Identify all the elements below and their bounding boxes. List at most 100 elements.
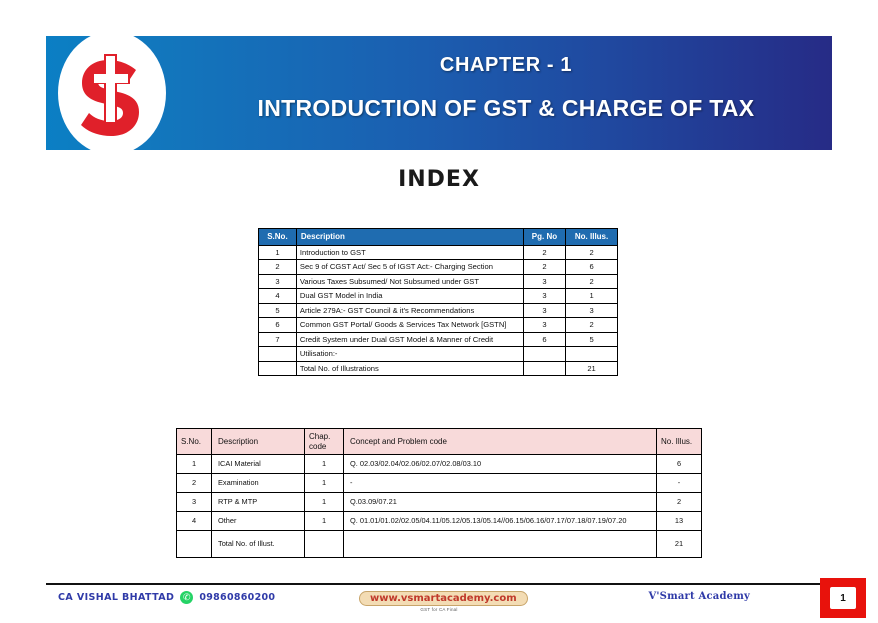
cell-sno-empty: [258, 360, 297, 377]
cell-sno: 7: [258, 331, 297, 348]
cell-illus: 6: [565, 259, 618, 275]
cell-illus: 3: [565, 302, 618, 319]
cell-sno: 3: [176, 492, 212, 513]
cell-chapcode: 1: [304, 511, 344, 532]
table-header-row: S.No. Description Chap. code Concept and…: [176, 427, 702, 456]
cell-concept-code: Q. 02.03/02.04/02.06/02.07/02.08/03.10: [343, 454, 657, 475]
cell-chapcode: 1: [304, 454, 344, 475]
table-row: 5 Article 279A:- GST Council & it's Reco…: [258, 302, 618, 319]
cell-sno: 2: [258, 259, 297, 275]
cell-desc: Credit System under Dual GST Model & Man…: [295, 331, 524, 348]
cell-illus: 6: [656, 454, 702, 475]
table-row: 6 Common GST Portal/ Goods & Services Ta…: [258, 317, 618, 333]
cell-pgno: 2: [522, 259, 567, 275]
index-heading: INDEX: [398, 167, 480, 192]
cell-chapcode: 1: [304, 492, 344, 513]
table-row: 2 Sec 9 of CGST Act/ Sec 5 of IGST Act:-…: [258, 259, 618, 275]
cell-desc: ICAI Material: [211, 454, 305, 475]
table-row-continuation: Utilisation:-: [258, 346, 618, 362]
chapcode-line1: Chap.: [309, 432, 331, 441]
table-row: 3 Various Taxes Subsumed/ Not Subsumed u…: [258, 273, 618, 290]
table-total-row: Total No. of Illustrations 21: [258, 360, 618, 377]
chapter-title: INTRODUCTION OF GST & CHARGE OF TAX: [257, 95, 755, 121]
cell-illus: 5: [565, 331, 618, 348]
table-total-row: Total No. of Illust. 21: [176, 530, 702, 559]
cell-desc-continuation: Utilisation:-: [295, 346, 524, 362]
website-link[interactable]: www.vsmartacademy.com: [359, 591, 528, 606]
col-header-illus: No. Illus.: [565, 228, 618, 246]
author-phone: 09860860200: [199, 592, 276, 603]
cell-illus: 2: [565, 244, 618, 261]
table-header-row: S.No. Description Pg. No No. Illus.: [258, 228, 618, 246]
cell-illus: 13: [656, 511, 702, 532]
col-header-chapcode: Chap. code: [304, 427, 344, 456]
col-header-illus: No. Illus.: [656, 427, 702, 456]
page-number: 1: [830, 587, 856, 609]
cell-desc: Other: [211, 511, 305, 532]
cell-concept-code: Q.03.09/07.21: [343, 492, 657, 513]
cell-sno: 4: [176, 511, 212, 532]
topics-index-table: S.No. Description Pg. No No. Illus. 1 In…: [258, 228, 618, 377]
cell-concept-code: Q. 01.01/01.02/02.05/04.11/05.12/05.13/0…: [343, 511, 657, 532]
table-row: 1 Introduction to GST 2 2: [258, 244, 618, 261]
cell-desc: Examination: [211, 473, 305, 494]
cell-desc: Various Taxes Subsumed/ Not Subsumed und…: [295, 273, 524, 290]
cell-illus: 2: [656, 492, 702, 513]
banner-title-block: CHAPTER - 1 INTRODUCTION OF GST & CHARGE…: [186, 54, 826, 122]
total-illus-value: 21: [565, 360, 618, 377]
whatsapp-icon[interactable]: ✆: [180, 591, 194, 604]
cell-chapcode: 1: [304, 473, 344, 494]
cell-illus: -: [656, 473, 702, 494]
page-number-badge: 1: [820, 578, 866, 618]
website-subtext: GST for CA Final: [420, 607, 458, 612]
vsmart-g-logo-icon: [58, 36, 166, 150]
cell-pgno-empty: [522, 346, 567, 362]
cell-desc: Common GST Portal/ Goods & Services Tax …: [295, 317, 524, 333]
table-row: 3 RTP & MTP 1 Q.03.09/07.21 2: [176, 492, 702, 513]
cell-desc: RTP & MTP: [211, 492, 305, 513]
cell-pgno: 2: [522, 244, 567, 261]
cell-pgno-empty: [522, 360, 567, 377]
sources-index-table: S.No. Description Chap. code Concept and…: [176, 427, 702, 559]
total-illus-value: 21: [656, 530, 702, 559]
cell-pgno: 3: [522, 273, 567, 290]
cell-desc: Introduction to GST: [295, 244, 524, 261]
col-header-sno: S.No.: [176, 427, 212, 456]
footer-divider: [46, 583, 832, 585]
col-header-desc: Description: [211, 427, 305, 456]
cell-concept-code-empty: [343, 530, 657, 559]
cell-illus-empty: [565, 346, 618, 362]
total-label: Total No. of Illustrations: [295, 360, 524, 377]
cell-sno: 1: [176, 454, 212, 475]
table-row: 1 ICAI Material 1 Q. 02.03/02.04/02.06/0…: [176, 454, 702, 475]
chapter-banner: CHAPTER - 1 INTRODUCTION OF GST & CHARGE…: [46, 36, 832, 150]
cell-sno: 5: [258, 302, 297, 319]
page-footer: CA VISHAL BHATTAD ✆ 09860860200 www.vsma…: [46, 585, 832, 619]
table-row: 4 Dual GST Model in India 3 1: [258, 288, 618, 304]
cell-sno: 1: [258, 244, 297, 261]
cell-sno: 6: [258, 317, 297, 333]
cell-pgno: 3: [522, 288, 567, 304]
brand-name: V'Smart Academy: [648, 591, 750, 602]
cell-illus: 1: [565, 288, 618, 304]
cell-pgno: 3: [522, 302, 567, 319]
chapcode-line2: code: [309, 441, 327, 451]
table-row: 2 Examination 1 - -: [176, 473, 702, 494]
cell-chapcode-empty: [304, 530, 344, 559]
col-header-concept-code: Concept and Problem code: [343, 427, 657, 456]
cell-desc: Dual GST Model in India: [295, 288, 524, 304]
total-label: Total No. of Illust.: [211, 530, 305, 559]
cell-illus: 2: [565, 273, 618, 290]
chapter-label: CHAPTER - 1: [439, 54, 573, 76]
author-name: CA VISHAL BHATTAD: [58, 592, 175, 603]
cell-sno-empty: [176, 530, 212, 559]
footer-author-block: CA VISHAL BHATTAD ✆ 09860860200: [58, 591, 275, 604]
cell-sno-empty: [258, 346, 297, 362]
cell-desc: Article 279A:- GST Council & it's Recomm…: [295, 302, 524, 319]
col-header-sno: S.No.: [258, 228, 297, 246]
table-row: 4 Other 1 Q. 01.01/01.02/02.05/04.11/05.…: [176, 511, 702, 532]
cell-pgno: 3: [522, 317, 567, 333]
footer-website-block: www.vsmartacademy.com GST for CA Final: [359, 588, 528, 612]
cell-sno: 4: [258, 288, 297, 304]
cell-desc: Sec 9 of CGST Act/ Sec 5 of IGST Act:- C…: [295, 259, 524, 275]
